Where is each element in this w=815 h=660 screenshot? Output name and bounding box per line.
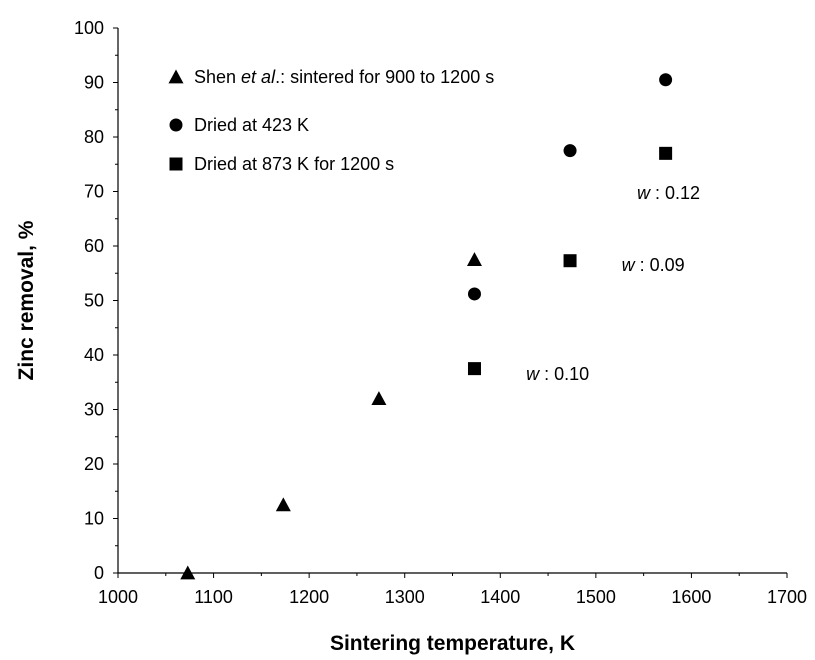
annotation-value: : 0.09: [635, 255, 685, 275]
y-tick-label: 30: [84, 400, 104, 420]
data-point-square: [563, 254, 577, 268]
legend-label: Dried at 423 K: [194, 115, 309, 135]
legend-label: Dried at 873 K for 1200 s: [194, 154, 394, 174]
y-tick-label: 80: [84, 127, 104, 147]
data-point-circle: [563, 144, 577, 158]
annotation-value: : 0.12: [650, 183, 700, 203]
legend-label: Shen et al.: sintered for 900 to 1200 s: [194, 67, 494, 87]
y-tick-label: 90: [84, 73, 104, 93]
w-annotation: w : 0.09: [622, 255, 685, 275]
y-tick-label: 100: [74, 18, 104, 38]
annotation-variable: w: [622, 255, 636, 275]
legend-marker-circle: [169, 118, 183, 132]
x-tick-label: 1400: [480, 587, 520, 607]
data-point-triangle: [275, 497, 291, 512]
w-annotation: w : 0.12: [637, 183, 700, 203]
data-markers: [180, 73, 673, 580]
y-tick-label: 20: [84, 454, 104, 474]
y-tick-label: 0: [94, 563, 104, 583]
data-point-triangle: [466, 252, 482, 266]
x-tick-label: 1100: [194, 587, 233, 607]
x-tick-label: 1500: [576, 587, 616, 607]
annotations: w : 0.10w : 0.09w : 0.12: [526, 183, 700, 384]
data-point-circle: [659, 73, 673, 87]
x-tick-label: 1000: [98, 587, 138, 607]
annotation-variable: w: [637, 183, 651, 203]
x-tick-label: 1200: [289, 587, 329, 607]
x-tick-label: 1600: [671, 587, 711, 607]
x-axis-ticks: 1000 1100 1200 1300 1400 1500 1600 1700: [98, 573, 807, 607]
y-tick-label: 70: [84, 182, 104, 202]
y-tick-label: 50: [84, 291, 104, 311]
y-axis-title: Zinc removal, %: [15, 220, 38, 380]
y-axis-ticks: 0 10 20 30 40 50 60 70 80 90 100: [74, 18, 118, 583]
legend-label-part: et al: [241, 67, 276, 87]
data-point-square: [659, 146, 673, 160]
legend-label-part: .: sintered for 900 to 1200 s: [275, 67, 494, 87]
x-tick-label: 1700: [767, 587, 807, 607]
data-point-triangle: [180, 565, 196, 580]
annotation-value: : 0.10: [539, 364, 589, 384]
y-tick-label: 60: [84, 236, 104, 256]
x-tick-label: 1300: [385, 587, 425, 607]
annotation-variable: w: [526, 364, 540, 384]
legend-marker-square: [169, 157, 183, 171]
legend-marker-triangle: [168, 69, 184, 84]
data-point-circle: [467, 287, 481, 301]
data-point-triangle: [371, 391, 387, 405]
y-tick-label: 40: [84, 345, 104, 365]
x-axis-title: Sintering temperature, K: [330, 632, 575, 655]
y-tick-label: 10: [84, 509, 104, 529]
legend-label-part: Shen: [194, 67, 241, 87]
legend: Shen et al.: sintered for 900 to 1200 s D…: [168, 67, 494, 174]
w-annotation: w : 0.10: [526, 364, 589, 384]
data-point-square: [467, 362, 481, 376]
